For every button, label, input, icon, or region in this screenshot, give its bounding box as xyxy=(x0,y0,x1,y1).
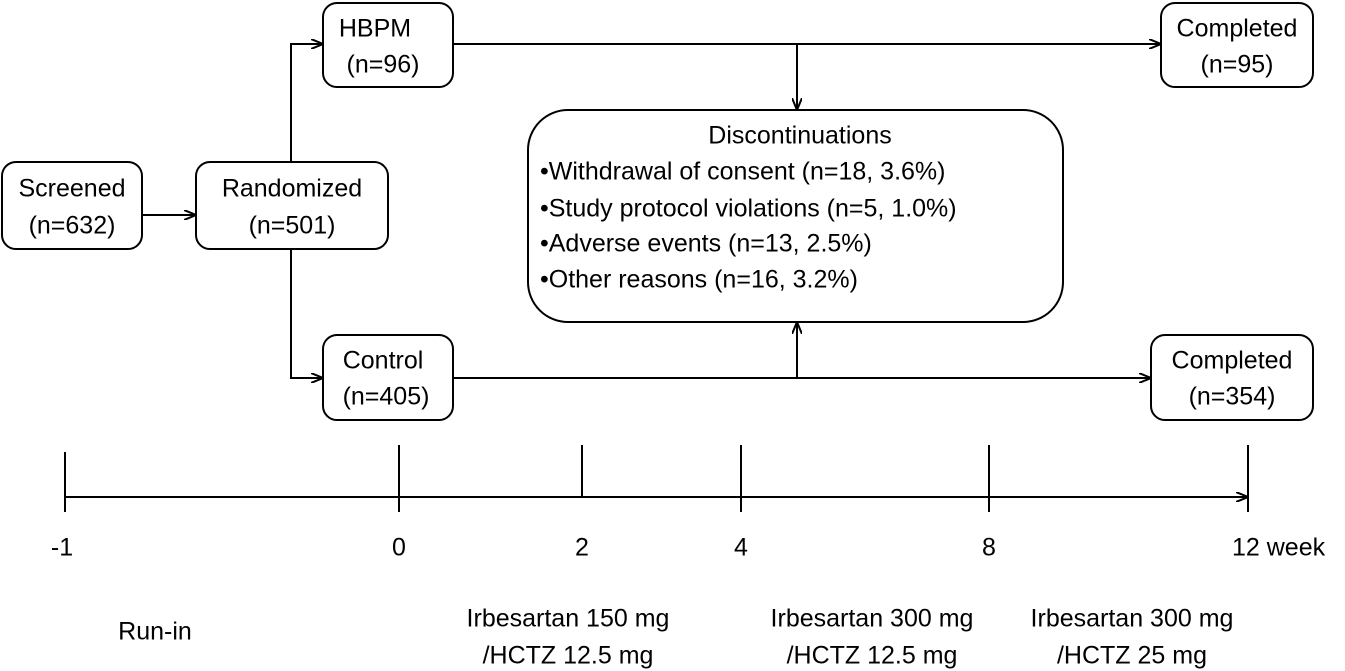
node-label: Completed xyxy=(1177,15,1298,43)
completed-box xyxy=(1160,2,1314,88)
discontinuations-box xyxy=(527,109,1064,323)
randomized-box xyxy=(195,161,389,250)
phase-label: Irbesartan 150 mg xyxy=(467,605,670,633)
phase-label: /HCTZ 12.5 mg xyxy=(787,642,958,670)
timeline xyxy=(64,445,1249,512)
phase-label: Run-in xyxy=(118,618,192,646)
tick-label: 0 xyxy=(392,534,406,562)
discontinuation-item: •Other reasons (n=16, 3.2%) xyxy=(540,266,858,294)
discontinuation-item: •Withdrawal of consent (n=18, 3.6%) xyxy=(540,158,945,186)
hbpm-box xyxy=(322,2,454,88)
phase-label: Irbesartan 300 mg xyxy=(771,605,974,633)
connectors xyxy=(142,44,1160,378)
node-count: (n=405) xyxy=(343,383,430,411)
node-label: HBPM xyxy=(339,15,411,43)
node-count: (n=96) xyxy=(347,51,420,79)
completed-box xyxy=(1150,334,1314,421)
discontinuation-item: •Study protocol violations (n=5, 1.0%) xyxy=(540,195,957,223)
node-label: Screened xyxy=(18,175,125,203)
phase-label: /HCTZ 25 mg xyxy=(1057,642,1207,670)
tick-label: 12 week xyxy=(1232,534,1326,562)
tick-label: 4 xyxy=(734,534,748,562)
node-label: Control xyxy=(343,347,424,375)
node-count: (n=95) xyxy=(1201,51,1274,79)
tick-label: -1 xyxy=(51,534,73,562)
tick-label: 8 xyxy=(982,534,996,562)
node-count: (n=632) xyxy=(29,212,116,240)
phase-label: Irbesartan 300 mg xyxy=(1031,605,1234,633)
control-box xyxy=(322,334,454,421)
discontinuations-title: Discontinuations xyxy=(708,122,891,150)
node-count: (n=354) xyxy=(1189,383,1276,411)
discontinuation-item: •Adverse events (n=13, 2.5%) xyxy=(540,230,872,258)
node-label: Randomized xyxy=(222,175,362,203)
phase-label: /HCTZ 12.5 mg xyxy=(483,642,654,670)
screened-box xyxy=(1,161,143,250)
node-count: (n=501) xyxy=(249,212,336,240)
tick-label: 2 xyxy=(575,534,589,562)
node-label: Completed xyxy=(1172,347,1293,375)
